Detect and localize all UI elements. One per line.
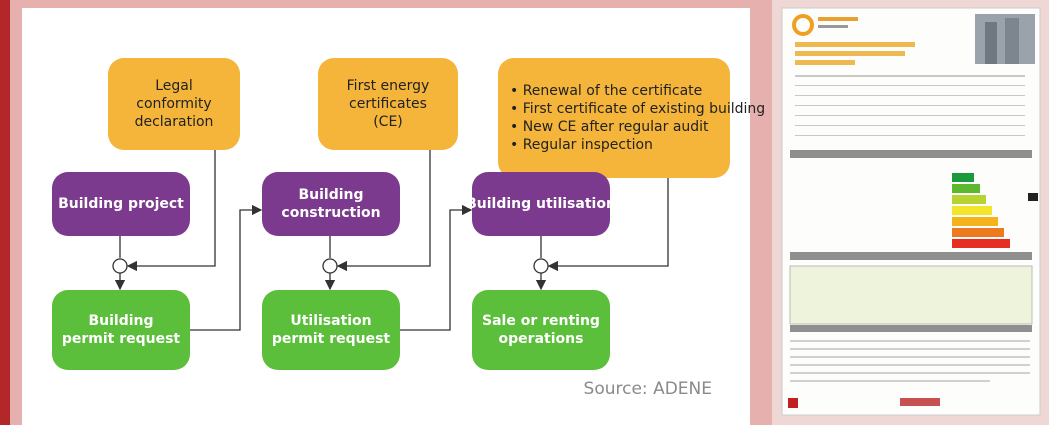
junction <box>113 259 127 273</box>
node-label: (CE) <box>373 114 403 130</box>
node-label: Sale or renting <box>482 313 600 329</box>
node-label: Building utilisation <box>466 196 616 212</box>
node-label: • Regular inspection <box>510 137 653 153</box>
node-label: Building <box>88 313 153 329</box>
side-stripe <box>0 0 10 425</box>
node-box <box>472 290 610 370</box>
node-box <box>262 290 400 370</box>
node-label: construction <box>281 205 380 221</box>
node-label: Building project <box>58 196 184 212</box>
node-label: permit request <box>62 331 181 347</box>
source-note: Source: ADENE <box>584 379 712 399</box>
certificate-image <box>772 0 1049 425</box>
junction <box>534 259 548 273</box>
junction <box>323 259 337 273</box>
node-label: conformity <box>136 96 211 112</box>
node-label: First energy <box>347 78 430 94</box>
node-label: • First certificate of existing building <box>510 101 765 117</box>
node-label: operations <box>499 331 584 347</box>
node-box <box>52 290 190 370</box>
node-label: Utilisation <box>290 313 371 329</box>
node-box <box>262 172 400 236</box>
node-label: Legal <box>155 78 193 94</box>
node-label: permit request <box>272 331 391 347</box>
node-label: declaration <box>135 114 214 130</box>
node-label: certificates <box>349 96 427 112</box>
node-label: • New CE after regular audit <box>510 119 709 135</box>
node-box <box>498 58 730 178</box>
node-label: • Renewal of the certificate <box>510 83 702 99</box>
screen: Legal conformity declaration First energy ce… <box>0 0 1049 425</box>
node-label: Building <box>298 187 363 203</box>
